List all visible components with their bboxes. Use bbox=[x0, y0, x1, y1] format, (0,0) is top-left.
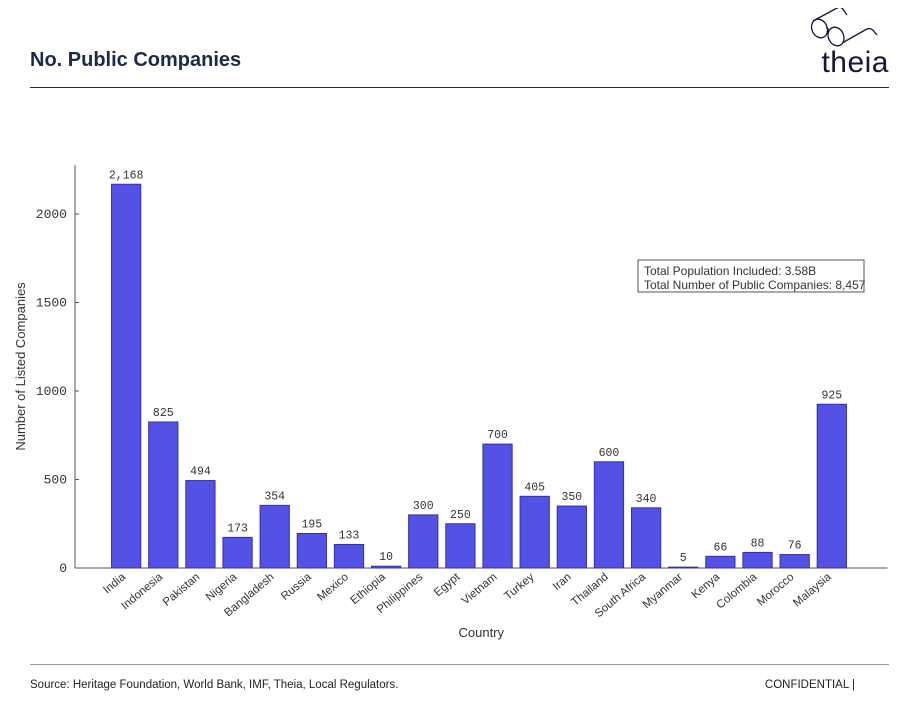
svg-text:340: 340 bbox=[636, 493, 657, 506]
svg-text:195: 195 bbox=[301, 518, 322, 531]
svg-text:Indonesia: Indonesia bbox=[119, 571, 165, 613]
svg-text:600: 600 bbox=[599, 447, 620, 460]
svg-text:350: 350 bbox=[561, 491, 582, 504]
svg-text:494: 494 bbox=[190, 466, 211, 479]
svg-text:Total Number of Public Compani: Total Number of Public Companies: 8,457 bbox=[644, 278, 866, 292]
svg-text:0: 0 bbox=[59, 561, 67, 576]
svg-text:88: 88 bbox=[751, 537, 765, 550]
svg-text:354: 354 bbox=[264, 490, 285, 503]
svg-text:5: 5 bbox=[680, 552, 687, 565]
svg-text:133: 133 bbox=[339, 529, 360, 542]
svg-text:India: India bbox=[101, 571, 128, 597]
svg-text:825: 825 bbox=[153, 407, 174, 420]
svg-text:Colombia: Colombia bbox=[715, 571, 760, 612]
svg-text:Vietnam: Vietnam bbox=[460, 571, 500, 607]
svg-text:10: 10 bbox=[379, 551, 393, 564]
svg-text:2000: 2000 bbox=[36, 207, 67, 222]
svg-text:76: 76 bbox=[788, 540, 802, 553]
svg-text:Kenya: Kenya bbox=[690, 571, 723, 602]
svg-text:Russia: Russia bbox=[279, 571, 314, 603]
svg-text:250: 250 bbox=[450, 509, 471, 522]
svg-text:Pakistan: Pakistan bbox=[161, 571, 203, 609]
svg-text:173: 173 bbox=[227, 522, 248, 535]
svg-text:2,168: 2,168 bbox=[109, 169, 144, 182]
svg-text:Morocco: Morocco bbox=[755, 571, 797, 609]
svg-text:Total Population Included: 3.5: Total Population Included: 3.58B bbox=[644, 264, 816, 278]
svg-text:700: 700 bbox=[487, 429, 508, 442]
svg-text:Malaysia: Malaysia bbox=[791, 571, 834, 610]
svg-text:500: 500 bbox=[44, 473, 67, 488]
svg-text:1000: 1000 bbox=[36, 384, 67, 399]
svg-text:Country: Country bbox=[458, 625, 504, 640]
svg-text:925: 925 bbox=[821, 389, 842, 402]
svg-text:Iran: Iran bbox=[551, 571, 574, 593]
svg-text:Mexico: Mexico bbox=[315, 571, 351, 604]
svg-text:Egypt: Egypt bbox=[432, 571, 463, 600]
svg-text:300: 300 bbox=[413, 500, 434, 513]
svg-text:Number of Listed Companies: Number of Listed Companies bbox=[13, 282, 28, 451]
svg-text:66: 66 bbox=[713, 541, 727, 554]
svg-text:Myanmar: Myanmar bbox=[641, 571, 686, 611]
svg-text:Turkey: Turkey bbox=[502, 571, 537, 603]
svg-text:405: 405 bbox=[524, 481, 545, 494]
svg-text:1500: 1500 bbox=[36, 296, 67, 311]
